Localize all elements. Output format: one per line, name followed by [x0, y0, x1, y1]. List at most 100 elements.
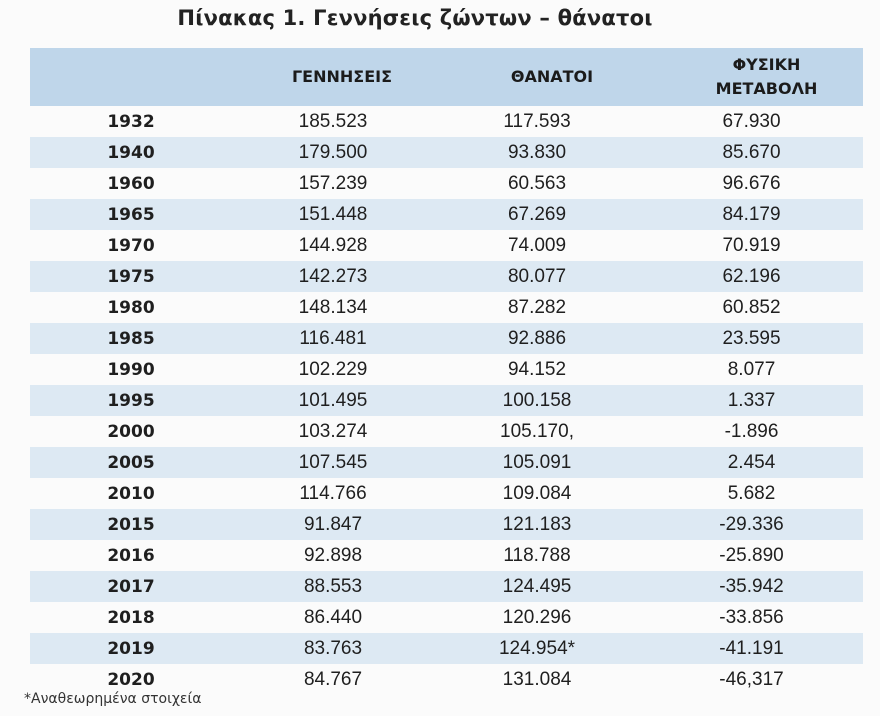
year-cell: 1995: [107, 390, 155, 411]
deaths-cell: 94.152: [507, 358, 567, 380]
year-cell: 2005: [107, 452, 155, 473]
table-row: 2010 114.766 109.084 5.682: [30, 478, 863, 509]
births-cell: 185.523: [298, 110, 368, 132]
table-row: 2020 84.767 131.084 -46,317: [30, 664, 863, 695]
table-row: 2018 86.440 120.296 -33.856: [30, 602, 863, 633]
year-cell: 2020: [107, 669, 155, 690]
natural-change-cell: -41.191: [719, 637, 784, 659]
table-row: 1975 142.273 80.077 62.196: [30, 261, 863, 292]
deaths-cell: 121.183: [502, 513, 572, 535]
header-natural-change: ΦΥΣΙΚΗ ΜΕΤΑΒΟΛΗ: [640, 48, 863, 106]
births-cell: 114.766: [299, 482, 367, 504]
natural-change-cell: -35.942: [719, 575, 784, 597]
table-row: 1970 144.928 74.009 70.919: [30, 230, 863, 261]
deaths-cell: 124.495: [502, 575, 572, 597]
births-cell: 103.274: [298, 420, 368, 442]
deaths-cell: 92.886: [507, 327, 567, 349]
year-cell: 1960: [107, 173, 155, 194]
births-cell: 88.553: [303, 575, 363, 597]
natural-change-cell: -1.896: [724, 420, 779, 442]
year-cell: 1940: [107, 142, 155, 163]
births-cell: 91.847: [303, 513, 363, 535]
header-natural-change-line1: ΦΥΣΙΚΗ: [732, 55, 801, 74]
year-cell: 2019: [107, 638, 155, 659]
table-header: ΓΕΝΝΗΣΕΙΣ ΘΑΝΑΤΟΙ ΦΥΣΙΚΗ ΜΕΤΑΒΟΛΗ: [30, 48, 863, 106]
table-title: Πίνακας 1. Γεννήσεις ζώντων – θάνατοι: [177, 6, 653, 30]
year-cell: 1970: [107, 235, 155, 256]
table-row: 1990 102.229 94.152 8.077: [30, 354, 863, 385]
deaths-cell: 105.170,: [500, 420, 574, 442]
year-cell: 1932: [107, 111, 155, 132]
natural-change-cell: 2.454: [727, 451, 776, 473]
births-cell: 102.229: [298, 358, 368, 380]
births-cell: 107.545: [298, 451, 368, 473]
natural-change-cell: 85.670: [722, 141, 781, 163]
births-cell: 144.928: [298, 234, 368, 256]
births-cell: 83.763: [303, 637, 363, 659]
deaths-cell: 109.084: [502, 482, 572, 504]
table-row: 2015 91.847 121.183 -29.336: [30, 509, 863, 540]
year-cell: 2000: [107, 421, 155, 442]
births-cell: 86.440: [303, 606, 363, 628]
table-row: 2016 92.898 118.788 -25.890: [30, 540, 863, 571]
births-cell: 84.767: [303, 668, 363, 690]
year-cell: 1965: [107, 204, 155, 225]
table-row: 2019 83.763 124.954* -41.191: [30, 633, 863, 664]
year-cell: 1980: [107, 297, 155, 318]
natural-change-cell: 60.852: [722, 296, 781, 318]
deaths-cell: 118.788: [503, 544, 571, 566]
births-cell: 179.500: [298, 141, 368, 163]
year-cell: 2010: [107, 483, 155, 504]
births-cell: 101.495: [298, 389, 368, 411]
table-row: 1965 151.448 67.269 84.179: [30, 199, 863, 230]
deaths-cell: 87.282: [507, 296, 567, 318]
table-row: 1940 179.500 93.830 85.670: [30, 137, 863, 168]
natural-change-cell: 1.337: [727, 389, 776, 411]
natural-change-cell: 84.179: [722, 203, 781, 225]
table-row: 1995 101.495 100.158 1.337: [30, 385, 863, 416]
header-year: [30, 48, 232, 106]
table-row: 1960 157.239 60.563 96.676: [30, 168, 863, 199]
deaths-cell: 100.158: [502, 389, 572, 411]
year-cell: 2016: [107, 545, 155, 566]
births-cell: 116.481: [299, 327, 367, 349]
table-row: 2000 103.274 105.170, -1.896: [30, 416, 863, 447]
natural-change-cell: 5.682: [727, 482, 776, 504]
header-natural-change-line2: ΜΕΤΑΒΟΛΗ: [715, 79, 818, 98]
deaths-cell: 67.269: [507, 203, 567, 225]
deaths-cell: 117.593: [503, 110, 571, 132]
deaths-cell: 105.091: [502, 451, 572, 473]
header-deaths: ΘΑΝΑΤΟΙ: [510, 67, 594, 86]
deaths-cell: 80.077: [507, 265, 567, 287]
natural-change-cell: 62.196: [722, 265, 781, 287]
births-cell: 151.448: [298, 203, 368, 225]
table-row: 2005 107.545 105.091 2.454: [30, 447, 863, 478]
natural-change-cell: 67.930: [722, 110, 781, 132]
natural-change-cell: 96.676: [722, 172, 781, 194]
births-cell: 148.134: [298, 296, 368, 318]
births-deaths-table: ΓΕΝΝΗΣΕΙΣ ΘΑΝΑΤΟΙ ΦΥΣΙΚΗ ΜΕΤΑΒΟΛΗ 1932 18…: [30, 48, 863, 695]
natural-change-cell: 8.077: [727, 358, 776, 380]
footnote: *Αναθεωρημένα στοιχεία: [24, 691, 202, 707]
natural-change-cell: -25.890: [719, 544, 784, 566]
year-cell: 1990: [107, 359, 155, 380]
header-births: ΓΕΝΝΗΣΕΙΣ: [291, 67, 393, 86]
year-cell: 1975: [107, 266, 155, 287]
natural-change-cell: 70.919: [722, 234, 781, 256]
deaths-cell: 120.296: [502, 606, 572, 628]
births-cell: 142.273: [298, 265, 368, 287]
table-body: 1932 185.523 117.593 67.930 1940 179.500 93.83…: [30, 106, 863, 695]
deaths-cell: 124.954*: [498, 637, 576, 659]
births-cell: 92.898: [303, 544, 363, 566]
table-row: 1932 185.523 117.593 67.930: [30, 106, 863, 137]
table-row: 1985 116.481 92.886 23.595: [30, 323, 863, 354]
natural-change-cell: -29.336: [719, 513, 784, 535]
deaths-cell: 60.563: [507, 172, 567, 194]
births-cell: 157.239: [298, 172, 368, 194]
year-cell: 2017: [107, 576, 155, 597]
deaths-cell: 93.830: [507, 141, 567, 163]
natural-change-cell: -33.856: [719, 606, 784, 628]
header-row: ΓΕΝΝΗΣΕΙΣ ΘΑΝΑΤΟΙ ΦΥΣΙΚΗ ΜΕΤΑΒΟΛΗ: [30, 48, 863, 106]
deaths-cell: 74.009: [507, 234, 567, 256]
natural-change-cell: 23.595: [722, 327, 781, 349]
